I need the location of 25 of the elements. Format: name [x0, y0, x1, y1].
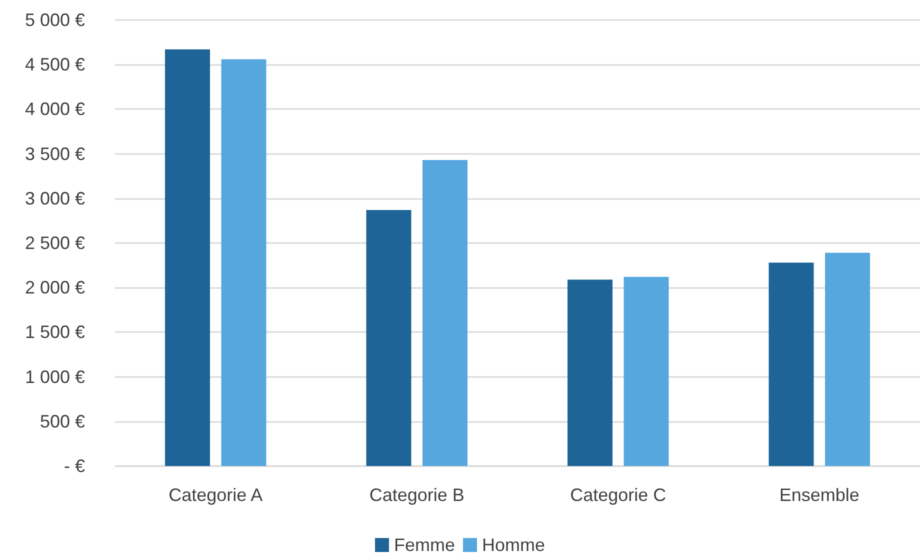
bar — [768, 262, 814, 466]
legend-label: Femme — [394, 535, 456, 555]
x-tick-label: Ensemble — [779, 485, 860, 505]
x-tick-label: Categorie B — [369, 485, 464, 505]
bar — [568, 280, 612, 466]
bar — [221, 59, 266, 466]
y-tick-label: 3 500 € — [24, 144, 85, 164]
bar — [825, 252, 870, 466]
y-tick-label: 4 500 € — [24, 54, 85, 75]
y-tick-label: 5 000 € — [24, 10, 85, 30]
x-tick-label: Categorie A — [168, 485, 263, 505]
y-tick-label: 4 000 € — [24, 99, 85, 120]
bar — [165, 49, 210, 466]
bar — [624, 276, 669, 466]
y-tick-label: 2 000 € — [24, 278, 85, 298]
y-tick-label: 2 500 € — [24, 233, 85, 253]
x-tick-label: Categorie C — [570, 485, 666, 505]
y-tick-label: 500 € — [40, 411, 85, 432]
bar — [366, 210, 412, 466]
legend-label: Homme — [482, 535, 546, 555]
y-tick-label: 1 000 € — [24, 366, 85, 387]
y-tick-label: 3 000 € — [24, 188, 85, 208]
y-tick-label: - € — [64, 456, 85, 476]
bar — [422, 160, 468, 466]
y-tick-label: 1 500 € — [24, 322, 85, 342]
